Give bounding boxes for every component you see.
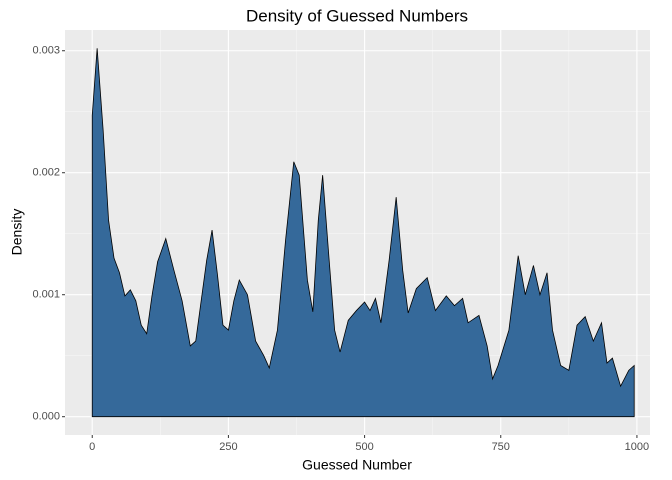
x-tick-label: 750 xyxy=(492,441,510,453)
x-tick-label: 500 xyxy=(355,441,373,453)
x-tick-label: 0 xyxy=(89,441,95,453)
y-tick-label: 0.002 xyxy=(32,167,60,179)
density-area xyxy=(91,48,635,418)
y-axis-title: Density xyxy=(9,209,25,256)
x-tick-label: 1000 xyxy=(625,441,649,453)
chart-title: Density of Guessed Numbers xyxy=(246,6,468,25)
x-axis-title: Guessed Number xyxy=(302,457,412,473)
y-tick-label: 0.001 xyxy=(32,289,60,301)
x-tick-label: 250 xyxy=(219,441,237,453)
y-tick-label: 0.003 xyxy=(32,45,60,57)
y-tick-label: 0.000 xyxy=(32,411,60,423)
